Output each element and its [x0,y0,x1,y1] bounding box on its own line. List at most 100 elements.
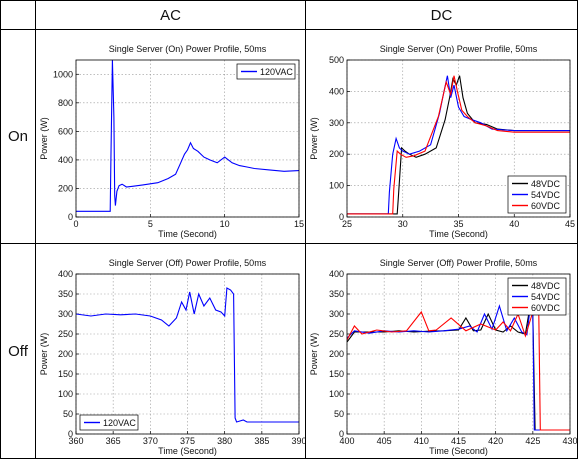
cell-dc-on: Single Server (On) Power Profile, 50ms 25… [306,30,578,244]
legend: 120VAC [79,414,139,431]
plot-frame [346,273,571,435]
legend-label: 54VDC [531,190,561,200]
y-axis-label: Power (W) [309,117,319,160]
x-tick-label: 30 [398,219,408,229]
y-tick-label: 500 [329,55,344,65]
corner-cell [0,0,36,30]
series-line [76,287,299,423]
series-line [347,75,570,215]
x-axis-label: Time (Second) [429,229,488,239]
row-header-off: Off [0,244,36,459]
legend: 120VAC [236,63,296,80]
y-tick-label: 400 [329,86,344,96]
x-axis-label: Time (Second) [429,446,488,456]
x-tick-label: 405 [377,436,392,446]
chart-title: Single Server (Off) Power Profile, 50ms [109,258,267,268]
legend-label: 120VAC [103,418,136,428]
cell-ac-on: Single Server (On) Power Profile, 50ms 0 5… [36,30,306,244]
y-tick-label: 150 [329,369,344,379]
x-tick-label: 415 [451,436,466,446]
x-axis-label: Time (Second) [158,446,217,456]
y-tick-label: 800 [58,98,73,108]
legend-label: 48VDC [531,281,561,291]
x-tick-label: 370 [143,436,158,446]
y-axis-label: Power (W) [39,117,49,160]
y-tick-label: 200 [329,149,344,159]
x-tick-label: 35 [453,219,463,229]
plot-frame [75,273,300,435]
cell-dc-off: Single Server (Off) Power Profile, 50ms 4… [306,244,578,459]
legend-label: 48VDC [531,179,561,189]
col-header-dc: DC [306,0,578,30]
row-header-on: On [0,30,36,244]
plot-frame [346,59,571,218]
y-tick-label: 200 [58,183,73,193]
x-tick-label: 420 [488,436,503,446]
y-tick-label: 350 [329,289,344,299]
y-tick-label: 400 [58,155,73,165]
legend-label: 120VAC [260,67,293,77]
y-axis-label: Power (W) [39,333,49,376]
y-tick-label: 100 [329,181,344,191]
y-tick-label: 600 [58,126,73,136]
y-tick-label: 0 [339,429,344,439]
x-tick-label: 0 [73,219,78,229]
y-tick-label: 200 [329,349,344,359]
chart-dc-on: Single Server (On) Power Profile, 50ms 25… [309,44,575,239]
y-tick-label: 50 [334,409,344,419]
x-tick-label: 375 [180,436,195,446]
y-tick-label: 400 [58,269,73,279]
x-tick-label: 15 [294,219,304,229]
x-tick-label: 10 [220,219,230,229]
x-tick-label: 40 [509,219,519,229]
y-tick-label: 150 [58,369,73,379]
x-tick-label: 360 [68,436,83,446]
y-axis-label: Power (W) [309,333,319,376]
x-tick-label: 45 [565,219,575,229]
x-tick-label: 25 [342,219,352,229]
y-tick-label: 250 [58,329,73,339]
x-tick-label: 430 [562,436,577,446]
x-tick-label: 400 [339,436,354,446]
series-line [76,60,299,212]
y-tick-label: 0 [68,212,73,222]
chart-ac-off: Single Server (Off) Power Profile, 50ms 3… [39,258,305,456]
y-tick-label: 300 [58,309,73,319]
chart-title: Single Server (On) Power Profile, 50ms [380,44,538,54]
x-tick-label: 365 [106,436,121,446]
y-tick-label: 0 [339,212,344,222]
y-tick-label: 300 [329,309,344,319]
x-tick-label: 390 [291,436,305,446]
y-tick-label: 300 [329,118,344,128]
legend-label: 54VDC [531,292,561,302]
y-tick-label: 350 [58,289,73,299]
col-header-ac: AC [36,0,306,30]
y-tick-label: 100 [329,389,344,399]
x-tick-label: 410 [414,436,429,446]
plot-frame [75,59,300,218]
x-tick-label: 5 [148,219,153,229]
x-tick-label: 380 [217,436,232,446]
x-axis-label: Time (Second) [158,229,217,239]
legend-box [79,414,139,431]
chart-title: Single Server (Off) Power Profile, 50ms [380,258,538,268]
y-tick-label: 100 [58,389,73,399]
legend-label: 60VDC [531,201,561,211]
legend-label: 60VDC [531,303,561,313]
y-tick-label: 200 [58,349,73,359]
legend-box [236,63,296,80]
x-tick-label: 425 [525,436,540,446]
plot-area [76,60,299,217]
y-tick-label: 0 [68,429,73,439]
cell-ac-off: Single Server (Off) Power Profile, 50ms 3… [36,244,306,459]
x-tick-label: 385 [254,436,269,446]
chart-title: Single Server (On) Power Profile, 50ms [109,44,267,54]
y-tick-label: 50 [63,409,73,419]
y-tick-label: 1000 [53,69,73,79]
y-tick-label: 250 [329,329,344,339]
y-tick-label: 400 [329,269,344,279]
chart-dc-off: Single Server (Off) Power Profile, 50ms 4… [309,258,577,456]
